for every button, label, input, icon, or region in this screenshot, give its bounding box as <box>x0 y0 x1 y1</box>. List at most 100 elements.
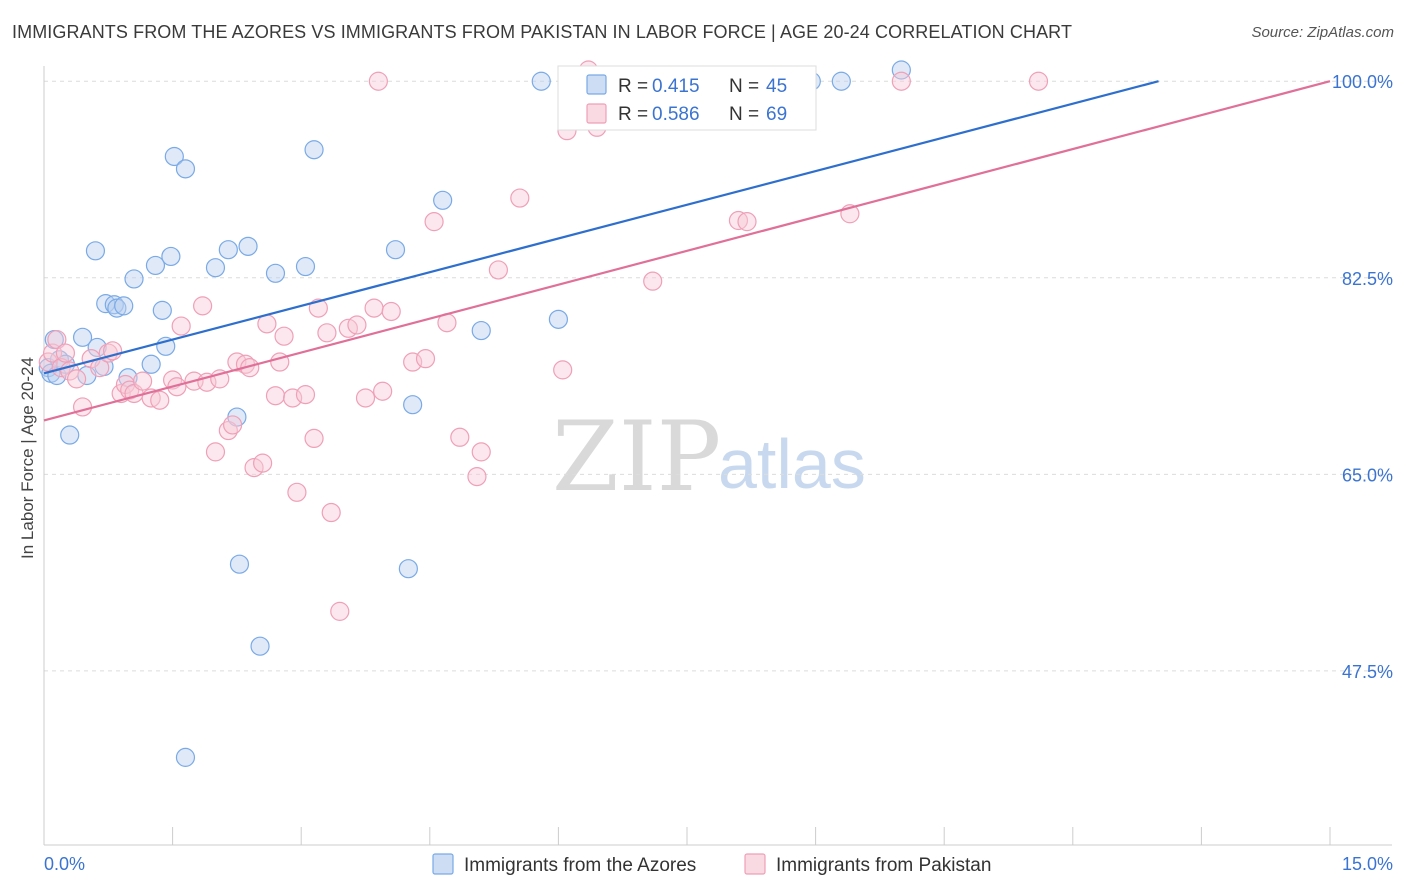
azores-points <box>38 60 911 767</box>
pakistan-point-11 <box>102 341 123 361</box>
azores-point-18 <box>141 354 161 374</box>
azores-point-7 <box>72 327 93 347</box>
chart-title: IMMIGRANTS FROM THE AZORES VS IMMIGRANTS… <box>12 22 1073 42</box>
pakistan-point-5 <box>60 361 80 381</box>
bottom-legend-swatch-pakistan <box>744 853 766 875</box>
y-tick-label-3: 100.0% <box>1332 72 1393 92</box>
x-tick-label-1: 15.0% <box>1342 854 1393 874</box>
azores-point-38 <box>471 320 491 341</box>
pakistan-point-67 <box>737 212 757 232</box>
legend-r-value-pakistan: 0.586 <box>652 104 700 125</box>
trend-lines <box>43 80 1331 422</box>
pakistan-point-69 <box>891 71 911 91</box>
azores-point-27 <box>238 236 258 256</box>
legend-swatch-pakistan <box>586 103 607 124</box>
azores-point-37 <box>433 190 453 210</box>
pakistan-point-60 <box>510 188 530 208</box>
legend-r-value-azores: 0.415 <box>652 76 700 97</box>
y-tick-label-2: 82.5% <box>1342 269 1393 289</box>
pakistan-point-4 <box>55 343 76 363</box>
pakistan-points <box>38 60 1049 621</box>
azores-point-17 <box>124 269 144 289</box>
pakistan-point-53 <box>415 349 436 369</box>
pakistan-point-45 <box>330 601 350 621</box>
azores-point-39 <box>531 71 551 91</box>
pakistan-point-18 <box>150 390 170 410</box>
pakistan-point-54 <box>424 212 444 232</box>
gridlines <box>44 80 1392 672</box>
axes <box>43 66 1392 846</box>
y-tick-label-0: 47.5% <box>1342 662 1393 682</box>
legend-r-label-pakistan: R = <box>618 104 648 125</box>
azores-point-11 <box>85 241 106 261</box>
pakistan-point-58 <box>471 442 491 462</box>
pakistan-point-61 <box>553 360 573 380</box>
x-tick-label-0: 0.0% <box>44 854 85 874</box>
azores-point-36 <box>398 559 418 579</box>
pakistan-point-21 <box>171 316 191 336</box>
azores-point-30 <box>250 636 270 656</box>
legend-n-label-pakistan: N = <box>729 104 759 125</box>
azores-trend-line <box>43 80 1159 375</box>
legend-n-label-azores: N = <box>729 76 759 97</box>
azores-point-40 <box>548 309 569 329</box>
pakistan-point-43 <box>317 323 337 343</box>
pakistan-point-25 <box>205 442 226 462</box>
bottom-legend-swatch-azores <box>432 853 454 875</box>
azores-point-6 <box>60 425 80 445</box>
watermark: ZIP atlas <box>552 401 866 513</box>
azores-point-29 <box>229 554 250 574</box>
pakistan-point-71 <box>1028 71 1049 91</box>
bottom-legend-label-azores: Immigrants from the Azores <box>464 855 696 876</box>
azores-point-42 <box>831 71 851 91</box>
pakistan-point-7 <box>72 397 93 417</box>
azores-point-25 <box>205 258 226 278</box>
watermark-zip: ZIP <box>552 401 721 513</box>
legend-swatch-azores <box>586 74 607 95</box>
bottom-legend: Immigrants from the Azores Immigrants fr… <box>432 853 991 876</box>
azores-point-35 <box>403 395 423 415</box>
azores-point-23 <box>164 146 184 167</box>
pakistan-point-59 <box>488 260 508 280</box>
pakistan-point-28 <box>223 415 243 435</box>
pakistan-point-23 <box>193 296 213 316</box>
source-label: Source: ZipAtlas.com <box>1251 24 1394 41</box>
azores-point-20 <box>152 300 172 320</box>
pakistan-point-39 <box>287 482 307 502</box>
azores-point-19 <box>145 255 166 276</box>
pakistan-point-48 <box>355 388 376 408</box>
azores-point-24 <box>175 159 196 179</box>
azores-point-26 <box>218 240 238 260</box>
azores-point-22 <box>161 246 181 267</box>
pakistan-point-6 <box>66 369 87 389</box>
tick-labels: 47.5% 65.0% 82.5% 100.0% 0.0% 15.0% <box>44 72 1393 874</box>
azores-point-34 <box>385 240 406 260</box>
pakistan-point-2 <box>47 329 67 350</box>
pakistan-point-44 <box>321 502 341 523</box>
pakistan-point-51 <box>381 301 401 322</box>
azores-point-9 <box>87 337 107 358</box>
legend: R = 0.415 N = 45 R = 0.586 N = 69 <box>557 65 817 131</box>
pakistan-point-47 <box>347 315 367 335</box>
azores-point-31 <box>265 263 286 283</box>
pakistan-point-49 <box>364 298 384 318</box>
pakistan-point-65 <box>643 271 663 291</box>
azores-point-32 <box>295 256 316 277</box>
pakistan-point-33 <box>253 453 273 473</box>
pakistan-point-40 <box>295 385 316 405</box>
pakistan-point-50 <box>373 381 393 401</box>
pakistan-point-37 <box>274 326 294 346</box>
pakistan-point-57 <box>467 466 487 487</box>
watermark-atlas: atlas <box>718 425 866 503</box>
legend-n-value-azores: 45 <box>766 76 787 97</box>
y-tick-label-1: 65.0% <box>1342 465 1393 485</box>
legend-n-value-pakistan: 69 <box>766 104 787 125</box>
azores-point-44 <box>175 747 196 767</box>
bottom-legend-label-pakistan: Immigrants from Pakistan <box>776 855 991 876</box>
azores-point-15 <box>114 296 134 316</box>
pakistan-point-16 <box>132 371 153 391</box>
pakistan-point-56 <box>450 427 470 447</box>
azores-point-33 <box>304 140 324 160</box>
pakistan-trend-line <box>43 80 1331 422</box>
